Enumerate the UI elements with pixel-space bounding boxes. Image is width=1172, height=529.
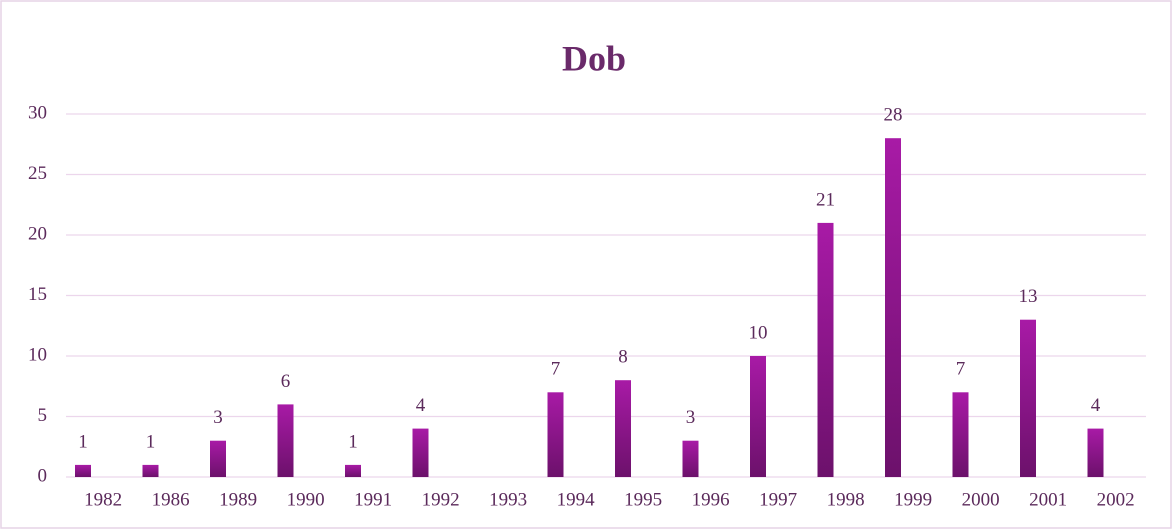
x-tick-label: 1994 bbox=[557, 489, 596, 510]
data-label: 1 bbox=[78, 431, 88, 452]
x-tick-label: 1996 bbox=[692, 489, 730, 510]
data-label: 28 bbox=[884, 105, 903, 126]
y-tick-label: 5 bbox=[38, 405, 48, 426]
data-label: 4 bbox=[416, 395, 426, 416]
x-tick-label: 1982 bbox=[84, 489, 122, 510]
x-tick-label: 2000 bbox=[962, 489, 1000, 510]
x-tick-label: 1986 bbox=[152, 489, 190, 510]
bar bbox=[210, 440, 226, 477]
bar bbox=[750, 356, 766, 477]
bar bbox=[277, 404, 294, 477]
bar bbox=[1020, 319, 1036, 477]
y-tick-label: 10 bbox=[28, 344, 47, 365]
bar bbox=[885, 138, 901, 477]
x-tick-label: 2002 bbox=[1097, 489, 1135, 510]
data-label: 7 bbox=[551, 359, 561, 380]
chart-title: Dob bbox=[562, 38, 626, 78]
bar bbox=[75, 464, 91, 477]
bar bbox=[615, 380, 631, 477]
x-tick-label: 1999 bbox=[894, 489, 932, 510]
bar bbox=[547, 392, 564, 477]
bar bbox=[682, 440, 699, 477]
x-tick-label: 1992 bbox=[422, 489, 460, 510]
data-label: 4 bbox=[1091, 395, 1101, 416]
x-tick-label: 1989 bbox=[219, 489, 257, 510]
y-tick-label: 20 bbox=[28, 223, 47, 244]
data-label: 8 bbox=[618, 347, 628, 368]
x-tick-label: 1998 bbox=[827, 489, 865, 510]
data-label: 7 bbox=[956, 359, 966, 380]
y-tick-label: 30 bbox=[28, 102, 47, 123]
x-tick-label: 1997 bbox=[759, 489, 797, 510]
bar bbox=[142, 464, 159, 477]
data-label: 10 bbox=[749, 322, 768, 343]
data-label: 6 bbox=[281, 371, 291, 392]
y-tick-label: 15 bbox=[28, 284, 47, 305]
bar bbox=[817, 222, 834, 477]
y-tick-label: 0 bbox=[38, 465, 48, 486]
data-label: 1 bbox=[146, 431, 156, 452]
data-label: 3 bbox=[686, 407, 696, 428]
bar bbox=[952, 392, 969, 477]
x-tick-label: 1990 bbox=[287, 489, 325, 510]
x-tick-label: 2001 bbox=[1029, 489, 1067, 510]
data-label: 13 bbox=[1019, 286, 1038, 307]
x-tick-label: 1991 bbox=[354, 489, 392, 510]
data-label: 21 bbox=[816, 189, 835, 210]
x-tick-label: 1993 bbox=[489, 489, 527, 510]
data-label: 1 bbox=[348, 431, 358, 452]
y-tick-label: 25 bbox=[28, 163, 47, 184]
x-tick-label: 1995 bbox=[624, 489, 662, 510]
bar bbox=[1087, 428, 1104, 477]
bar bbox=[412, 428, 429, 477]
bar bbox=[345, 464, 361, 477]
data-label: 3 bbox=[213, 407, 223, 428]
